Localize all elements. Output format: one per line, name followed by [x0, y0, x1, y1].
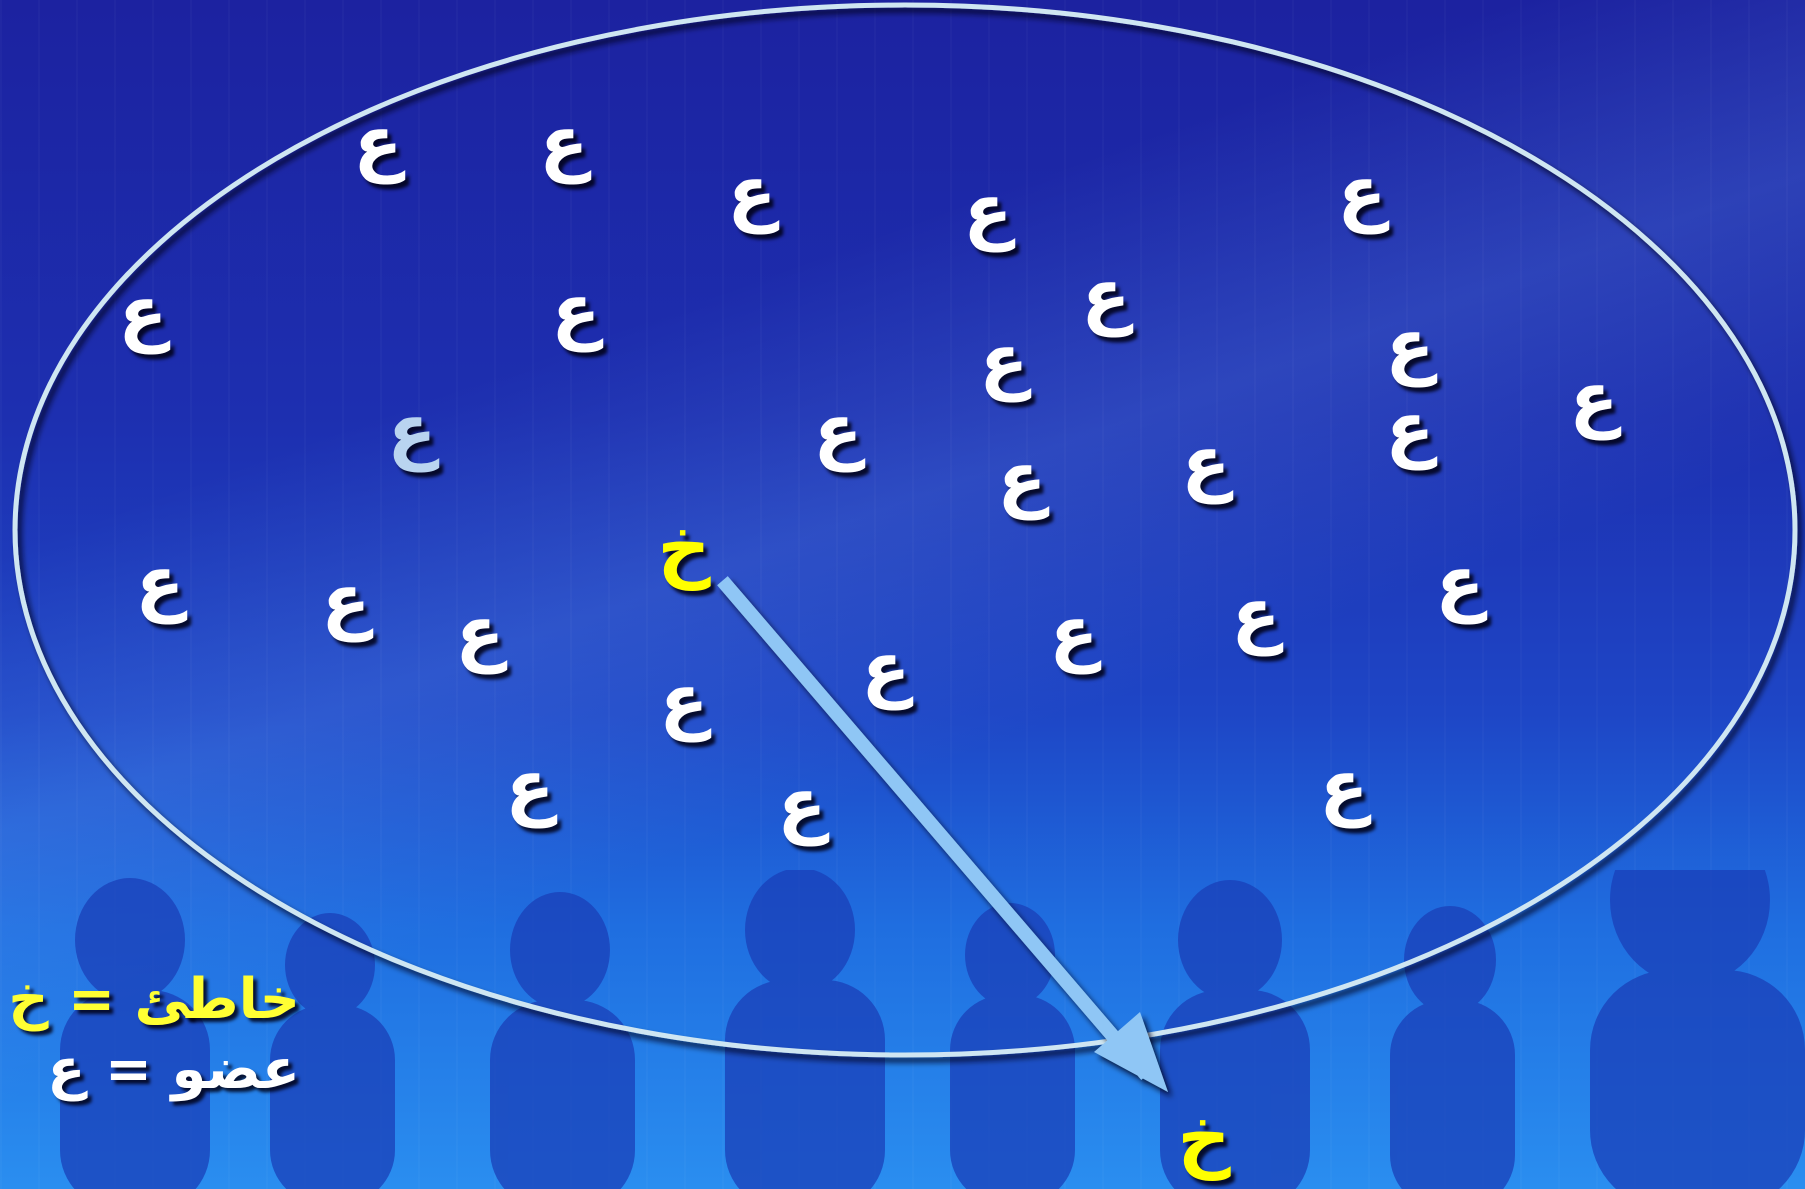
member-glyph: ع — [455, 590, 505, 674]
member-glyph: ع — [963, 168, 1013, 252]
legend-item-offender: خاطئ = خ — [8, 967, 300, 1032]
member-glyph: ع — [1319, 744, 1369, 828]
member-glyph: ع — [861, 626, 911, 710]
legend-label-member: عضو — [171, 1037, 300, 1102]
member-glyph: ع — [353, 100, 403, 184]
member-glyph: ع — [1569, 356, 1619, 440]
member-glyph: ع — [1081, 253, 1131, 337]
member-glyph: ع — [777, 762, 827, 846]
member-glyph: ع — [387, 388, 437, 472]
member-glyph: ع — [505, 744, 555, 828]
member-glyph: ع — [1385, 386, 1435, 470]
member-glyph: ع — [118, 270, 168, 354]
member-glyph: ع — [813, 388, 863, 472]
legend-symbol-member: ع — [47, 1037, 86, 1102]
member-glyph: ع — [1181, 420, 1231, 504]
offender-expelled: خ — [1177, 1095, 1231, 1181]
member-glyph: ع — [1337, 150, 1387, 234]
member-glyph: ع — [135, 540, 185, 624]
member-glyph: ع — [1385, 303, 1435, 387]
member-glyph: ع — [1049, 590, 1099, 674]
member-glyph: ع — [727, 150, 777, 234]
member-glyph: ع — [539, 100, 589, 184]
crowd-silhouettes — [60, 870, 1805, 1189]
member-glyph: ع — [551, 268, 601, 352]
member-glyph: ع — [997, 436, 1047, 520]
legend-label-offender: خاطئ — [134, 967, 300, 1032]
legend-item-member: عضو = ع — [47, 1037, 300, 1102]
expulsion-arrow — [717, 576, 1168, 1092]
member-glyph: ع — [1231, 572, 1281, 656]
offender-inside: خ — [657, 505, 711, 591]
legend: خاطئ = خ عضو = ع — [0, 965, 300, 1105]
member-glyph: ع — [321, 558, 371, 642]
member-glyph: ع — [979, 318, 1029, 402]
legend-symbol-offender: خ — [8, 967, 49, 1032]
membership-ellipse — [12, 2, 1798, 1058]
member-glyph: ع — [1435, 540, 1485, 624]
member-glyph: ع — [659, 658, 709, 742]
